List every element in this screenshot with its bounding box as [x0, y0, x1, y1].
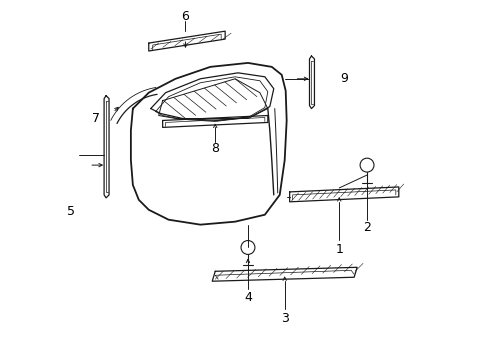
Text: 1: 1	[335, 243, 343, 256]
Text: 9: 9	[340, 72, 347, 85]
Text: 5: 5	[67, 205, 75, 218]
Text: 8: 8	[211, 142, 219, 155]
Text: 4: 4	[244, 291, 251, 303]
Text: 3: 3	[280, 312, 288, 325]
Text: 2: 2	[363, 221, 370, 234]
Text: 7: 7	[92, 112, 100, 125]
Text: 6: 6	[181, 10, 189, 23]
